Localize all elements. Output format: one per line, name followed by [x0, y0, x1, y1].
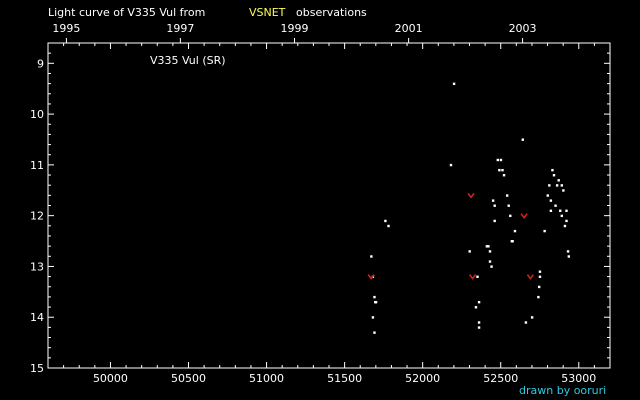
- year-tick-label: 2001: [395, 22, 423, 35]
- year-tick-label: 1995: [52, 22, 80, 35]
- observation-point: [565, 219, 568, 223]
- observation-point: [487, 245, 490, 248]
- observation-point: [496, 158, 499, 162]
- upper-limit-marker: [467, 192, 475, 199]
- observation-point: [538, 275, 542, 278]
- upper-limit-marker: [468, 274, 477, 280]
- axes-layer: 50000 50500 51000 51500 52000 52500 53000 1995 1…: [30, 22, 611, 385]
- observation-point: [513, 229, 517, 233]
- marks-layer: [367, 82, 571, 334]
- observation-point: [563, 224, 567, 228]
- y-tick-label: 10: [30, 108, 44, 121]
- observation-point: [560, 184, 564, 187]
- observation-point: [546, 194, 549, 197]
- observation-point: [567, 255, 571, 258]
- credit-text: drawn by ooruri: [519, 384, 606, 397]
- x-tick-label: 52500: [483, 372, 518, 385]
- observation-point: [449, 163, 453, 167]
- observation-point: [371, 316, 375, 319]
- y-tick-label: 15: [30, 362, 44, 375]
- observation-point: [557, 179, 560, 182]
- observation-point: [537, 295, 540, 299]
- x-tick-label: 50500: [171, 372, 206, 385]
- observation-point: [373, 295, 376, 299]
- upper-limit-marker: [520, 213, 528, 219]
- observation-point: [509, 214, 512, 218]
- observation-point: [488, 260, 492, 263]
- observation-point: [565, 209, 568, 212]
- observation-point: [499, 158, 503, 162]
- observation-point: [530, 316, 534, 319]
- observation-point: [374, 300, 378, 304]
- year-tick-label: 2003: [509, 22, 537, 35]
- y-tick-label: 12: [30, 210, 44, 223]
- y-tick-label: 14: [30, 311, 44, 324]
- observation-point: [549, 209, 553, 212]
- year-tick-label: 1997: [166, 22, 194, 35]
- observation-point: [560, 214, 564, 218]
- observation-point: [507, 204, 510, 207]
- observation-point: [493, 219, 496, 223]
- observation-point: [502, 174, 506, 177]
- y-tick-label: 9: [37, 57, 44, 70]
- observation-point: [474, 306, 478, 309]
- x-tick-label: 51000: [249, 372, 284, 385]
- plot-frame: [47, 42, 611, 369]
- x-tick-label: 50000: [93, 372, 128, 385]
- upper-limit-marker: [526, 274, 535, 280]
- chart-title-accent: VSNET: [249, 6, 286, 19]
- observation-point: [543, 229, 546, 233]
- observation-point: [562, 189, 565, 192]
- observation-point: [501, 168, 504, 172]
- observation-point: [476, 275, 479, 278]
- observation-point: [555, 184, 559, 187]
- observation-point: [370, 255, 373, 258]
- year-tick-label: 1999: [280, 22, 308, 35]
- y-tick-label: 13: [30, 260, 44, 273]
- x-tick-label: 53000: [561, 372, 596, 385]
- observation-point: [373, 331, 376, 334]
- observation-point: [498, 168, 501, 172]
- observation-point: [548, 184, 551, 187]
- observation-point: [505, 194, 509, 197]
- observation-point: [549, 199, 553, 202]
- observation-point: [468, 250, 471, 253]
- observation-point: [452, 82, 456, 86]
- observation-point: [538, 270, 542, 273]
- observation-point: [477, 326, 481, 329]
- series-label: V335 Vul (SR): [150, 54, 226, 67]
- observation-point: [493, 204, 496, 207]
- observation-point: [552, 174, 556, 177]
- observation-point: [477, 321, 481, 324]
- observation-point: [511, 240, 514, 243]
- y-tick-label: 11: [30, 159, 44, 172]
- observation-point: [488, 250, 492, 253]
- observation-point: [537, 285, 541, 289]
- upper-limit-marker: [367, 274, 375, 280]
- observation-point: [477, 300, 481, 304]
- observation-point: [387, 224, 390, 228]
- observation-point: [524, 321, 528, 324]
- x-tick-label: 52000: [405, 372, 440, 385]
- chart-title-prefix: Light curve of V335 Vul from: [48, 6, 205, 19]
- observation-point: [384, 219, 387, 223]
- observation-point: [490, 265, 493, 268]
- observation-point: [551, 168, 554, 172]
- observation-point: [559, 209, 562, 212]
- observation-point: [554, 204, 557, 207]
- observation-point: [485, 245, 489, 248]
- observation-point: [521, 138, 524, 141]
- observation-point: [491, 199, 495, 202]
- x-tick-label: 51500: [327, 372, 362, 385]
- observation-point: [566, 250, 570, 253]
- chart-title-suffix: observations: [296, 6, 367, 19]
